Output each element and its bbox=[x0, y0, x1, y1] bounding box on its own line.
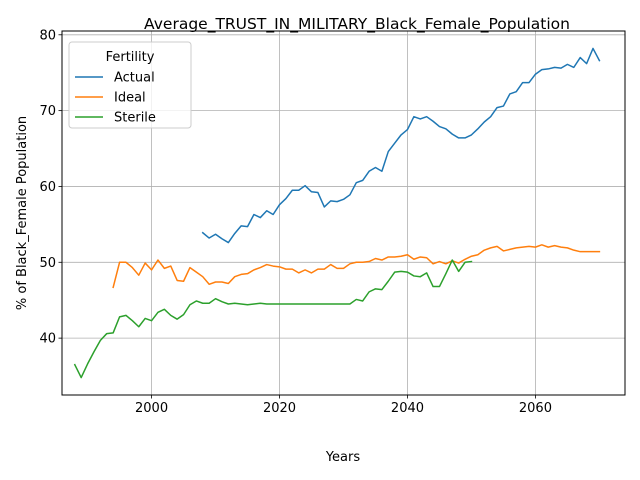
x-axis-label: Years bbox=[325, 450, 361, 465]
x-tick-label: 2000 bbox=[135, 401, 168, 416]
y-tick-label: 50 bbox=[39, 256, 56, 271]
legend-frame bbox=[68, 41, 192, 129]
y-tick-label: 80 bbox=[39, 28, 56, 43]
x-tick-label: 2060 bbox=[519, 401, 552, 416]
axis-ticks: 2000 2020 2040 2060 40 50 60 70 80 bbox=[39, 28, 552, 416]
series-line-ideal bbox=[112, 244, 601, 289]
legend-label-ideal: Ideal bbox=[114, 91, 146, 106]
series-lines bbox=[73, 47, 601, 379]
legend-label-sterile: Sterile bbox=[114, 111, 156, 126]
chart-title: Average_TRUST_IN_MILITARY_Black_Female_P… bbox=[144, 15, 570, 34]
x-tick-label: 2040 bbox=[391, 401, 424, 416]
legend: Fertility Actual Ideal Sterile bbox=[68, 41, 192, 129]
plot-frame bbox=[61, 30, 626, 396]
y-axis-label: % of Black_Female Population bbox=[15, 116, 30, 310]
series-line-sterile bbox=[73, 259, 473, 379]
y-tick-label: 60 bbox=[39, 180, 56, 195]
y-tick-label: 40 bbox=[39, 332, 56, 347]
x-tick-label: 2020 bbox=[263, 401, 296, 416]
legend-label-actual: Actual bbox=[114, 71, 155, 86]
y-tick-label: 70 bbox=[39, 104, 56, 119]
legend-title: Fertility bbox=[106, 50, 155, 65]
series-line-actual bbox=[201, 47, 601, 244]
